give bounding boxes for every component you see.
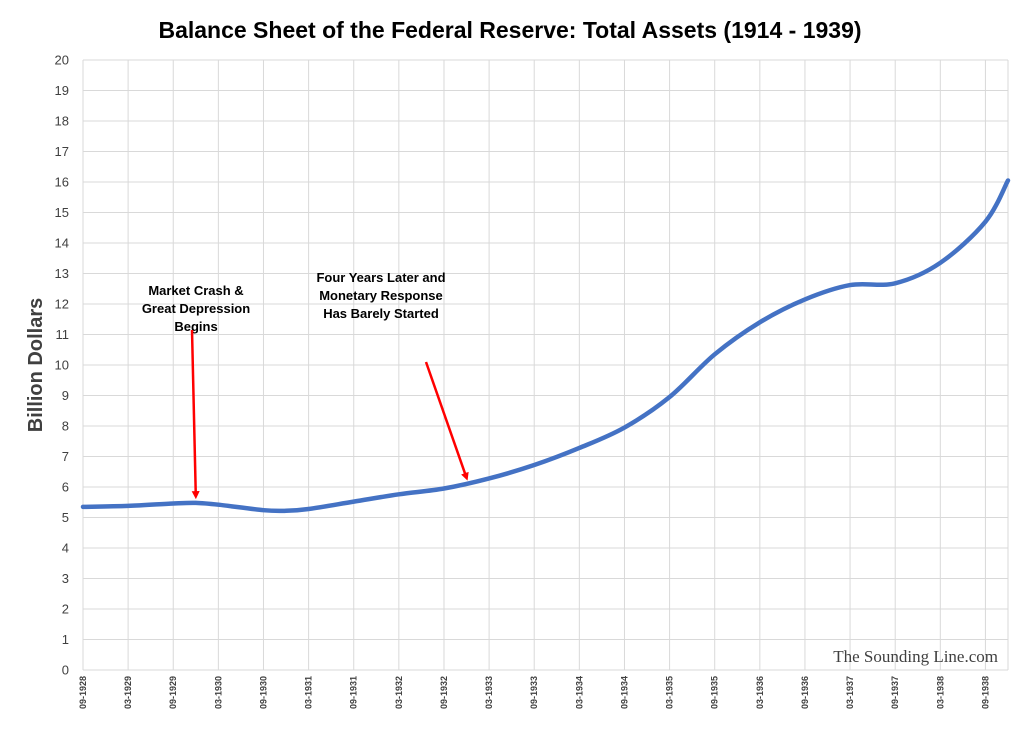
x-tick-label: 09-1931 bbox=[349, 676, 359, 709]
annotation-text: Monetary Response bbox=[319, 288, 443, 303]
annotation-text: Market Crash & bbox=[148, 283, 243, 298]
x-tick-label: 09-1932 bbox=[439, 676, 449, 709]
annotations: Market Crash & Great Depression Begins Four… bbox=[142, 270, 469, 500]
gridlines bbox=[82, 59, 1009, 671]
x-tick-label: 09-1930 bbox=[258, 676, 268, 709]
x-tick-label: 03-1936 bbox=[755, 676, 765, 709]
x-tick-label: 03-1929 bbox=[123, 676, 133, 709]
x-tick-label: 03-1931 bbox=[304, 676, 314, 709]
annotation-arrow bbox=[424, 361, 469, 481]
x-tick-label: 03-1932 bbox=[394, 676, 404, 709]
series-line bbox=[80, 178, 1011, 514]
y-tick-label: 11 bbox=[56, 327, 70, 342]
y-tick-label: 8 bbox=[62, 419, 69, 434]
x-tick-label: 09-1935 bbox=[710, 676, 720, 709]
y-tick-label: 5 bbox=[62, 510, 69, 525]
x-tick-labels: 09-1928 03-1929 09-1929 03-1930 09-1930 03-19… bbox=[78, 676, 990, 709]
annotation-text: Begins bbox=[174, 319, 217, 334]
y-tick-label: 20 bbox=[55, 53, 69, 68]
y-tick-label: 12 bbox=[55, 297, 69, 312]
annotation-arrow bbox=[190, 329, 200, 500]
x-tick-label: 03-1938 bbox=[935, 676, 945, 709]
y-tick-label: 19 bbox=[55, 83, 69, 98]
x-tick-label: 09-1929 bbox=[168, 676, 178, 709]
y-tick-label: 18 bbox=[55, 114, 69, 129]
annotation-text: Great Depression bbox=[142, 301, 250, 316]
x-tick-label: 03-1933 bbox=[484, 676, 494, 709]
y-tick-label: 3 bbox=[62, 571, 69, 586]
y-tick-label: 10 bbox=[55, 358, 69, 373]
x-tick-label: 09-1933 bbox=[529, 676, 539, 709]
series-layer bbox=[80, 178, 1011, 514]
annotation-text: Has Barely Started bbox=[323, 306, 439, 321]
y-axis-label: Billion Dollars bbox=[25, 298, 47, 432]
y-tick-label: 17 bbox=[55, 144, 69, 159]
y-tick-label: 16 bbox=[55, 175, 69, 190]
x-tick-label: 09-1937 bbox=[890, 676, 900, 709]
y-tick-label: 4 bbox=[62, 541, 69, 556]
x-tick-label: 09-1928 bbox=[78, 676, 88, 709]
y-tick-label: 13 bbox=[55, 266, 69, 281]
x-tick-label: 09-1938 bbox=[980, 676, 990, 709]
x-tick-label: 03-1935 bbox=[665, 676, 675, 709]
x-tick-label: 03-1934 bbox=[574, 676, 584, 709]
y-tick-label: 6 bbox=[62, 480, 69, 495]
y-tick-label: 7 bbox=[62, 449, 69, 464]
x-tick-label: 09-1936 bbox=[800, 676, 810, 709]
y-tick-label: 0 bbox=[62, 663, 69, 678]
y-tick-label: 1 bbox=[62, 632, 69, 647]
y-tick-label: 9 bbox=[62, 388, 69, 403]
watermark: The Sounding Line.com bbox=[833, 647, 998, 666]
annotation-text: Four Years Later and bbox=[316, 270, 445, 285]
y-tick-label: 14 bbox=[55, 236, 69, 251]
y-tick-label: 15 bbox=[55, 205, 69, 220]
chart-title: Balance Sheet of the Federal Reserve: To… bbox=[158, 17, 861, 43]
y-tick-label: 2 bbox=[62, 602, 69, 617]
x-tick-label: 03-1930 bbox=[213, 676, 223, 709]
x-tick-label: 09-1934 bbox=[619, 676, 629, 709]
x-tick-label: 03-1937 bbox=[845, 676, 855, 709]
